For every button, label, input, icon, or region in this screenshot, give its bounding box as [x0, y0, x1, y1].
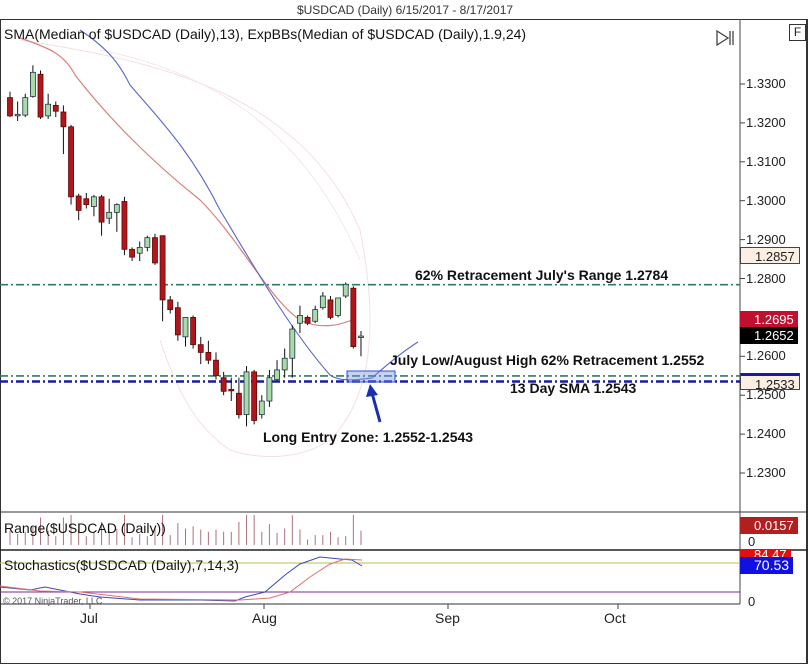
candle-up: [243, 371, 250, 416]
y-tick-label: 1.2600: [746, 348, 786, 364]
scroll-to-end-icon[interactable]: [715, 29, 735, 47]
x-tick-jul: Jul: [80, 610, 98, 626]
candle-up: [22, 97, 29, 116]
x-tick-oct: Oct: [604, 610, 626, 626]
entry-zone-box: [346, 370, 396, 383]
candle-up: [29, 71, 36, 97]
x-tick-aug: Aug: [252, 610, 277, 626]
candle-up: [182, 316, 189, 338]
candle-down: [190, 316, 197, 346]
candle-up: [91, 196, 97, 207]
candle-down: [205, 352, 212, 361]
candle-up: [319, 295, 326, 309]
candle-down: [37, 73, 44, 118]
candle-down: [228, 388, 235, 392]
candle-down: [235, 392, 242, 416]
y-tick-label: 1.2400: [746, 426, 786, 442]
stoch-d-tag: 84.47: [740, 549, 791, 559]
upper-band-price-tag: 1.2857: [740, 247, 800, 264]
y-tick-label: 1.3000: [746, 192, 786, 208]
candle-up: [281, 357, 288, 371]
candle-up: [113, 204, 120, 213]
annotation-sma13: 13 Day SMA 1.2543: [510, 380, 637, 396]
candle-down: [83, 198, 90, 205]
last-high-price-tag: 1.2695: [740, 311, 798, 328]
candle-up: [144, 237, 151, 248]
stoch-zero-tick: 0: [748, 594, 756, 609]
candle-up: [342, 283, 349, 297]
stoch-d-line: [0, 558, 363, 601]
y-tick-label: 1.3300: [746, 76, 786, 91]
sma-price-tag: 1.2533: [740, 373, 800, 392]
candle-down: [174, 307, 181, 336]
bb-upper-band: [99, 49, 361, 261]
bb-outer-band: [19, 39, 371, 457]
candle-up: [258, 400, 265, 416]
candle-down: [7, 97, 13, 117]
y-tick-label: 1.2800: [746, 270, 786, 286]
candle-down: [60, 111, 67, 128]
range-zero-tick: 0: [748, 534, 756, 549]
range-value-tag: 0.0157: [740, 517, 798, 534]
candle-up: [358, 335, 364, 338]
f-button[interactable]: F: [789, 24, 806, 41]
bb-mid-line: [79, 29, 419, 381]
candle-down: [304, 316, 311, 324]
y-tick-label: 1.2900: [746, 231, 786, 247]
candle-up: [297, 315, 303, 324]
candle-up: [14, 113, 21, 117]
candle-down: [197, 344, 204, 353]
candle-down: [75, 195, 82, 211]
candle-down: [129, 248, 135, 258]
copyright: © 2017 NinjaTrader, LLC: [3, 596, 103, 606]
candle-up: [136, 246, 143, 254]
candle-up: [266, 377, 273, 402]
candle-up: [312, 309, 319, 322]
arrow-head-icon: [366, 384, 378, 397]
y-tick-label: 1.2300: [746, 465, 786, 480]
candle-down: [167, 299, 174, 311]
candle-up: [274, 369, 280, 381]
range-indicator-label: Range($USDCAD (Daily)): [4, 520, 166, 536]
stoch-k-tag: 70.53: [740, 557, 794, 574]
candle-up: [335, 297, 341, 316]
candle-down: [152, 237, 158, 264]
candle-down: [68, 126, 74, 198]
x-tick-sep: Sep: [435, 610, 460, 626]
window-title: $USDCAD (Daily) 6/15/2017 - 8/17/2017: [296, 3, 514, 17]
stoch-k-line: [0, 556, 363, 602]
stoch-indicator-label: Stochastics($USDCAD (Daily),7,14,3): [4, 557, 239, 573]
y-tick-label: 1.3100: [746, 153, 786, 169]
candle-down: [350, 287, 357, 347]
candle-down: [121, 201, 128, 250]
chart-frame: [0, 19, 808, 664]
candle-up: [289, 328, 296, 359]
annotation-entry-zone: Long Entry Zone: 1.2552-1.2543: [263, 429, 474, 445]
candle-up: [106, 211, 113, 219]
price-indicator-label: SMA(Median of $USDCAD (Daily),13), ExpBB…: [4, 26, 527, 42]
y-tick-label: 1.3200: [746, 114, 786, 130]
candle-down: [220, 377, 227, 392]
arrow-icon: [370, 392, 382, 423]
candle-down: [159, 235, 166, 301]
last-close-price-tag: 1.2652: [740, 327, 798, 344]
candle-down: [98, 196, 105, 223]
candle-down: [213, 359, 219, 377]
candle-down: [251, 371, 258, 421]
y-tick-label: 1.2500: [746, 387, 786, 403]
candle-up: [45, 103, 52, 117]
candle-down: [52, 104, 59, 112]
annotation-retracement-aug: July Low/August High 62% Retracement 1.2…: [390, 352, 705, 368]
candle-down: [327, 299, 334, 318]
annotation-retracement-july: 62% Retracement July's Range 1.2784: [415, 267, 669, 283]
